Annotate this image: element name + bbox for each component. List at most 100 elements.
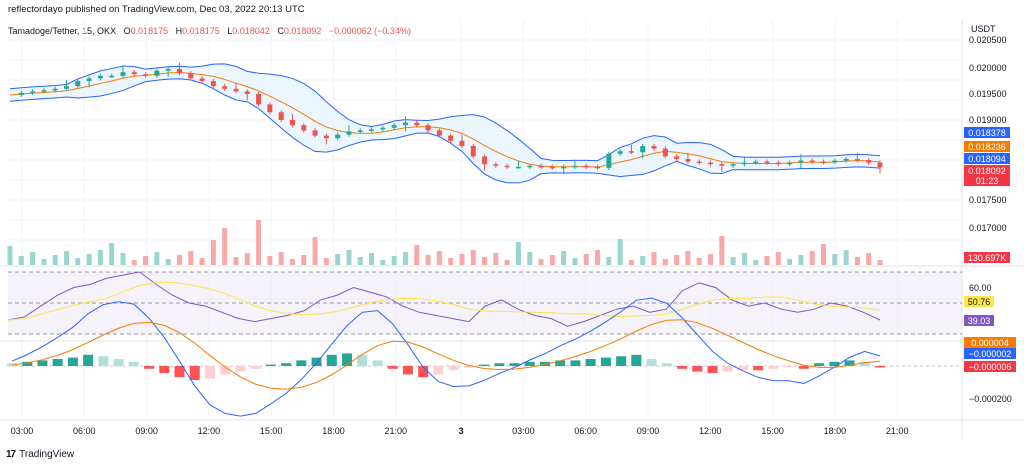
price-axis-label: 0.018378 — [968, 128, 1006, 138]
candle-body — [199, 78, 205, 81]
macd-histogram-bar — [235, 366, 246, 372]
candle-body — [493, 164, 499, 166]
candle-body — [741, 162, 747, 165]
volume-bar — [346, 250, 352, 265]
candle-body — [854, 159, 860, 161]
candle-body — [685, 159, 691, 162]
rsi-axis-label-bg — [964, 315, 994, 326]
time-axis-tick: 18:00 — [824, 426, 847, 436]
candle-body — [640, 146, 646, 153]
volume-bar — [764, 256, 770, 265]
candle-body — [188, 73, 194, 79]
macd-histogram-bar — [707, 366, 718, 373]
macd-histogram-bar — [844, 360, 855, 366]
volume-bar — [109, 243, 115, 265]
candle-body — [165, 69, 171, 71]
macd-histogram-bar — [326, 354, 337, 366]
volume-bar — [120, 253, 126, 265]
time-axis-tick: 21:00 — [886, 426, 909, 436]
macd-histogram-bar — [814, 363, 825, 366]
volume-bar — [402, 252, 408, 265]
candle-body — [30, 91, 36, 93]
macd-histogram-bar — [113, 359, 124, 366]
candle-body — [719, 164, 725, 166]
rsi-axis-label: 39.03 — [968, 316, 991, 326]
volume-bar — [674, 255, 680, 265]
volume-bar — [131, 260, 137, 265]
rsi-axis-label: 50.76 — [968, 297, 991, 307]
macd-histogram-bar — [737, 366, 748, 371]
candle-body — [120, 72, 126, 76]
macd-axis-label-bg — [964, 337, 1016, 348]
volume-bar — [595, 250, 601, 265]
candle-body — [674, 156, 680, 159]
volume-bar — [696, 258, 702, 265]
volume-bar — [7, 246, 13, 265]
high-label: H — [175, 26, 183, 36]
price-axis-label: 01:23 — [976, 176, 999, 186]
macd-histogram-bar — [448, 366, 459, 371]
macd-histogram-bar — [524, 361, 535, 366]
symbol-name[interactable]: Tamadoge/Tether, 15, OKX — [8, 26, 117, 36]
candle-body — [86, 78, 92, 81]
macd-histogram-bar — [616, 356, 627, 366]
macd-histogram-bar — [204, 366, 215, 379]
volume-bar — [459, 254, 465, 265]
price-axis-label-bg — [964, 175, 1010, 186]
volume-bar — [515, 242, 521, 265]
macd-histogram-bar — [372, 360, 383, 366]
macd-histogram-bar — [570, 360, 581, 366]
macd-histogram-bar — [798, 366, 809, 369]
macd-histogram-bar — [783, 366, 794, 368]
candle-body — [764, 161, 770, 164]
volume-bar — [176, 255, 182, 265]
symbol-legend: Tamadoge/Tether, 15, OKX O0.018175 H0.01… — [8, 26, 411, 36]
price-axis-label: 0.018092 — [968, 166, 1006, 176]
volume-bar — [97, 250, 103, 265]
volume-bar — [335, 254, 341, 265]
macd-histogram-bar — [250, 366, 261, 369]
macd-histogram-bar — [174, 366, 185, 378]
volume-bar — [572, 258, 578, 265]
macd-axis-label: −0.000002 — [969, 349, 1012, 359]
macd-histogram-bar — [692, 366, 703, 372]
candle-body — [97, 75, 103, 79]
candle-body — [617, 151, 623, 154]
volume-bar — [798, 255, 804, 265]
high-value: 0.018175 — [182, 26, 220, 36]
candle-body — [357, 130, 363, 132]
volume-bar — [527, 252, 533, 265]
candle-body — [809, 160, 815, 163]
tradingview-logo: 17 — [6, 449, 16, 460]
candle-body — [210, 81, 216, 87]
volume-bar — [448, 258, 454, 265]
candle-body — [696, 161, 702, 164]
volume-bar — [278, 252, 284, 265]
volume-bar — [538, 259, 544, 265]
candle-body — [131, 72, 137, 75]
volume-bar — [775, 252, 781, 265]
bollinger-lower — [9, 78, 881, 184]
candle-body — [470, 146, 476, 157]
volume-bar — [877, 260, 883, 265]
volume-bar — [75, 258, 81, 265]
volume-bar — [640, 256, 646, 265]
macd-histogram-bar — [387, 366, 398, 369]
price-axis-tick: 0.019000 — [969, 115, 1007, 125]
bollinger-fill — [10, 63, 880, 183]
time-axis-tick: 03:00 — [11, 426, 34, 436]
candle-body — [346, 131, 352, 135]
volume-bar — [312, 237, 318, 265]
candle-body — [154, 70, 160, 76]
candle-body — [176, 69, 182, 74]
volume-bar — [470, 250, 476, 265]
price-axis-tick: 0.019500 — [969, 89, 1007, 99]
volume-bar — [843, 250, 849, 265]
price-axis-tick: 0.017000 — [969, 223, 1007, 233]
volume-bar — [832, 254, 838, 265]
volume-bar — [685, 251, 691, 265]
volume-bar — [741, 253, 747, 265]
macd-histogram-bar — [128, 361, 139, 366]
candle-body — [730, 164, 736, 166]
